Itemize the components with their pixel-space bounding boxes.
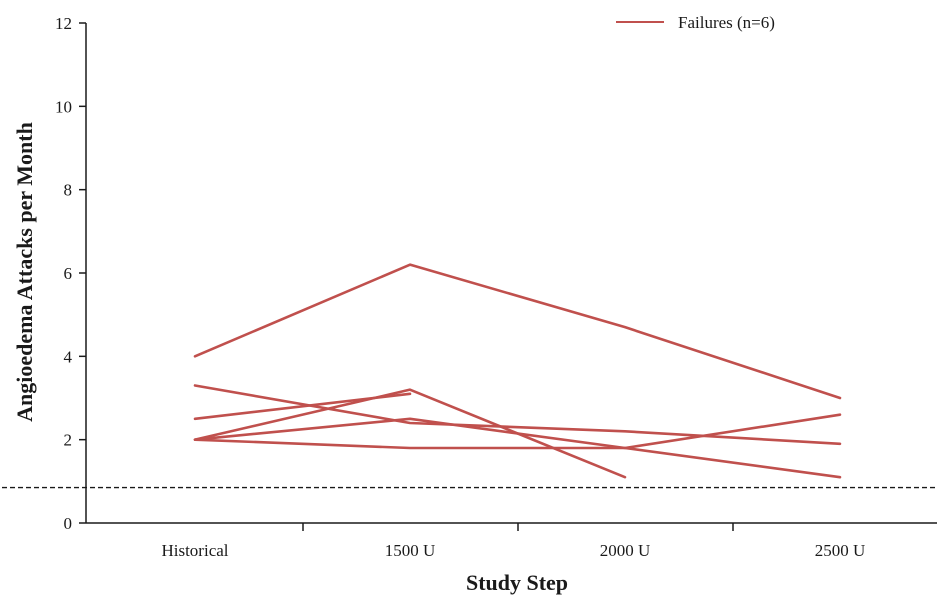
legend-entry-label: Failures (n=6) — [678, 13, 775, 32]
legend: Failures (n=6) — [616, 13, 775, 32]
x-tick-label: 2500 U — [815, 541, 866, 560]
y-tick-label: 2 — [64, 431, 73, 450]
series-line — [193, 384, 842, 446]
x-tick-label: Historical — [161, 541, 228, 560]
series-line — [193, 417, 842, 479]
y-tick-label: 6 — [64, 264, 73, 283]
series-line — [193, 413, 842, 450]
y-ticks: 0 2 4 6 8 10 12 — [55, 14, 86, 533]
y-tick-label: 4 — [64, 347, 73, 366]
x-tick-label: 2000 U — [600, 541, 651, 560]
x-axis-title: Study Step — [466, 570, 568, 595]
y-axis-title: Angioedema Attacks per Month — [12, 122, 37, 422]
x-tick-label: 1500 U — [385, 541, 436, 560]
y-tick-label: 10 — [55, 97, 72, 116]
series-lines — [193, 263, 842, 479]
x-ticks: Historical 1500 U 2000 U 2500 U — [161, 523, 865, 560]
y-tick-label: 0 — [64, 514, 73, 533]
series-line — [193, 263, 842, 400]
y-tick-label: 8 — [64, 181, 73, 200]
y-tick-label: 12 — [55, 14, 72, 33]
